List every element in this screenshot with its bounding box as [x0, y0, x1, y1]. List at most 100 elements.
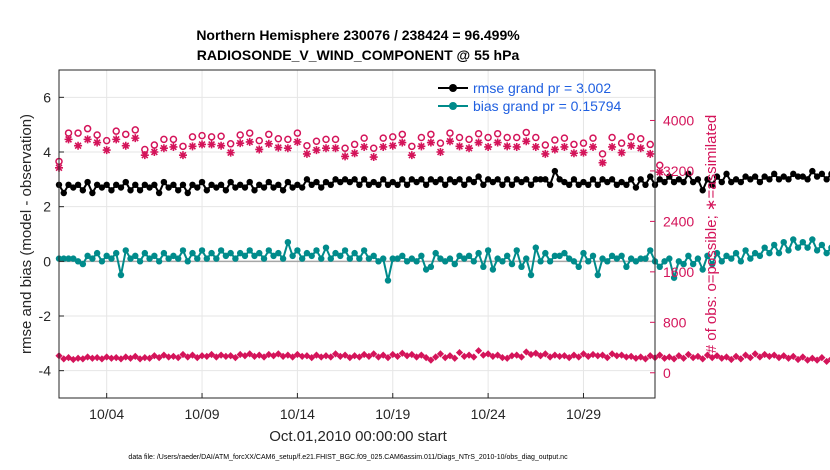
footer-data-file: data file: /Users/raeder/DAI/ATM_forcXX/… — [128, 454, 568, 461]
data-point — [742, 173, 749, 180]
data-point — [813, 173, 821, 180]
data-point-count — [708, 354, 716, 362]
data-point-count — [756, 353, 764, 361]
data-point — [351, 176, 358, 183]
data-point-count — [250, 352, 259, 360]
data-point — [318, 255, 325, 262]
data-point — [608, 252, 616, 260]
data-point — [427, 176, 435, 183]
data-point-assimilated — [350, 149, 359, 158]
data-point-count — [503, 354, 511, 362]
data-point — [60, 255, 67, 262]
data-point — [508, 260, 516, 268]
data-point — [709, 260, 716, 268]
data-point-count — [174, 354, 182, 362]
data-point-count — [770, 351, 778, 359]
data-point-count — [169, 352, 178, 360]
data-point-possible — [112, 127, 120, 135]
data-point — [408, 255, 416, 262]
data-point-possible — [532, 133, 540, 142]
data-point — [771, 241, 778, 249]
data-point — [70, 184, 77, 191]
data-point-possible — [379, 134, 387, 142]
x-tick-label: 10/14 — [280, 406, 315, 422]
data-point — [351, 249, 358, 257]
data-point — [256, 249, 263, 257]
data-point — [256, 181, 263, 188]
data-point-count — [260, 353, 268, 361]
data-point — [408, 176, 416, 183]
data-point — [155, 258, 163, 265]
data-point — [480, 181, 487, 188]
data-point — [394, 255, 401, 262]
data-point — [713, 173, 721, 180]
data-point — [227, 249, 234, 257]
data-point — [375, 258, 382, 265]
data-point-count — [827, 356, 830, 362]
data-point — [79, 260, 87, 268]
data-point-count — [231, 354, 240, 362]
data-point — [451, 178, 458, 186]
data-point — [689, 260, 697, 268]
data-point — [365, 181, 373, 188]
data-point-assimilated — [207, 140, 216, 149]
x-tick-label: 10/09 — [185, 406, 220, 422]
y-tick-label-left: 6 — [43, 89, 51, 105]
data-point — [165, 184, 172, 191]
data-point — [661, 178, 668, 186]
data-point — [332, 249, 339, 257]
data-point-count — [594, 352, 602, 360]
data-point — [642, 181, 649, 188]
data-point-possible — [274, 135, 283, 143]
series-3 — [55, 134, 664, 177]
data-point — [70, 255, 77, 262]
data-point — [766, 249, 773, 257]
data-point — [489, 178, 497, 186]
data-point-assimilated — [531, 142, 540, 151]
data-point — [93, 181, 101, 188]
data-point — [179, 247, 187, 254]
data-point — [384, 277, 392, 284]
data-point — [456, 252, 463, 260]
data-point — [680, 178, 687, 186]
data-point-possible — [398, 130, 407, 139]
data-point — [551, 252, 559, 260]
data-point-count — [436, 350, 445, 358]
data-point-possible — [656, 161, 664, 169]
data-point-possible — [541, 141, 550, 149]
data-point — [160, 178, 168, 186]
data-point-count — [98, 355, 106, 363]
data-point — [74, 181, 82, 188]
data-point — [589, 252, 597, 260]
data-point-count — [79, 355, 87, 363]
data-point — [623, 263, 630, 270]
data-point — [666, 173, 673, 180]
data-point-count — [751, 350, 759, 358]
data-point — [599, 176, 606, 183]
data-point — [298, 184, 306, 191]
data-point — [656, 176, 663, 183]
data-point — [341, 247, 349, 254]
data-point — [146, 184, 153, 191]
data-point — [246, 178, 253, 186]
data-point — [661, 258, 668, 265]
data-point-count — [670, 355, 678, 363]
data-point-assimilated — [226, 148, 235, 157]
data-point — [442, 181, 449, 188]
data-point-assimilated — [198, 140, 207, 149]
y-tick-label-left: -4 — [39, 363, 52, 379]
y-tick-label-right: 800 — [663, 314, 687, 330]
data-point-count — [699, 355, 707, 363]
data-point-count — [446, 352, 454, 360]
data-point — [427, 263, 435, 270]
data-point-count — [722, 353, 731, 361]
data-point — [523, 176, 530, 183]
data-point — [141, 181, 149, 188]
data-point — [737, 258, 745, 265]
data-point — [432, 178, 439, 186]
data-point — [356, 255, 363, 262]
data-point — [670, 274, 678, 281]
data-point — [542, 249, 549, 257]
data-point-count — [117, 355, 125, 363]
data-point — [236, 181, 244, 188]
